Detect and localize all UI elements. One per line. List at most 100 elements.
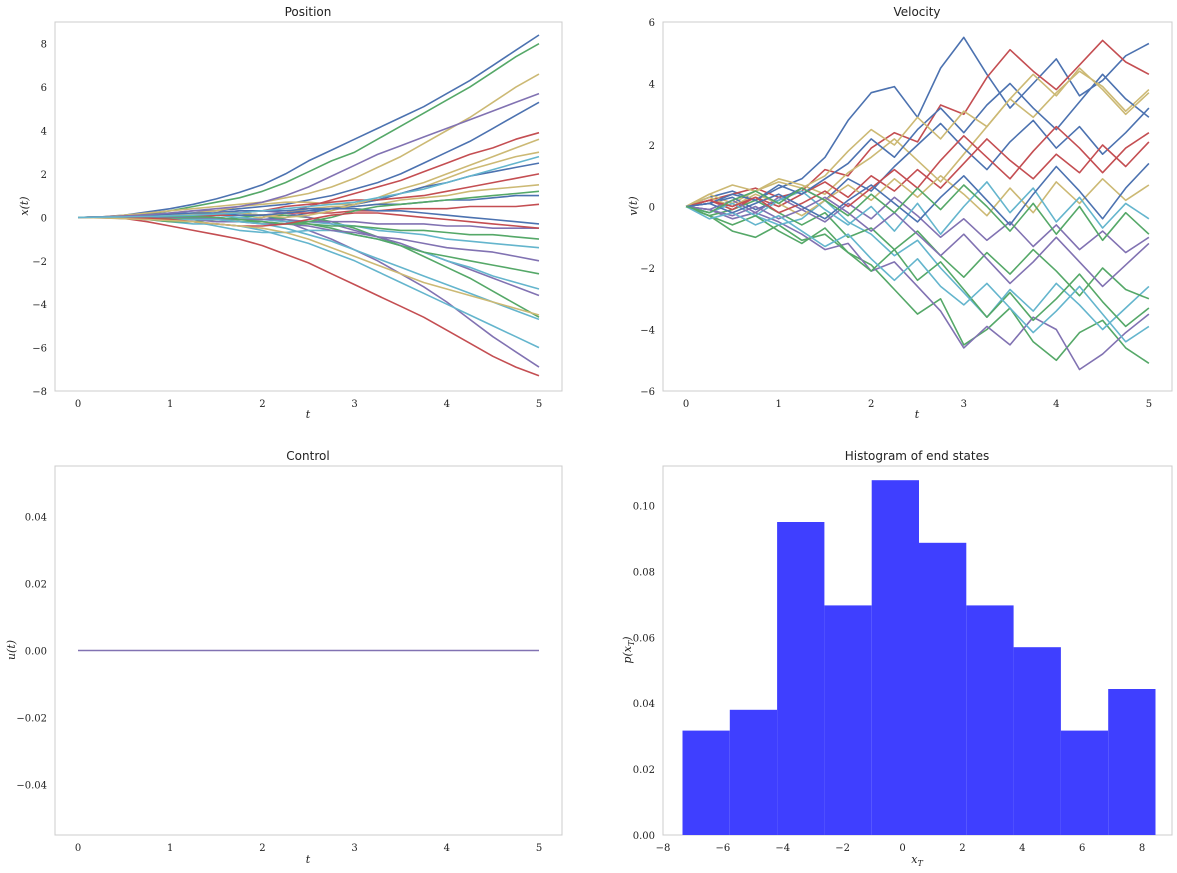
velocity-series-group	[685, 36, 1150, 371]
x-tick-label: 6	[1079, 843, 1085, 854]
x-tick-label: 4	[444, 843, 450, 854]
position-x-label: t	[306, 408, 311, 421]
x-tick-label: 0	[899, 843, 905, 854]
histogram-x-label: xT	[911, 853, 923, 868]
series-line-7	[685, 199, 1150, 300]
x-tick-label: 4	[444, 399, 450, 410]
series-line-26	[77, 212, 540, 229]
x-tick-label: −2	[835, 843, 850, 854]
x-tick-label: 2	[259, 843, 265, 854]
series-line-6	[685, 107, 1150, 211]
histogram-bar-2	[777, 522, 825, 835]
series-line-2	[685, 39, 1150, 208]
panel-position: Position 0 1 2 3 4 5 −8 −6 −4 −2 0 2 4 6 8 t x(t)	[18, 5, 563, 421]
histogram-bar-6	[966, 605, 1014, 835]
velocity-y-label: v(t)	[627, 196, 640, 215]
y-tick-label: 0.08	[633, 567, 655, 578]
x-tick-label: 5	[536, 843, 542, 854]
histogram-bar-1	[729, 709, 778, 835]
series-line-18	[685, 162, 1150, 226]
x-tick-label: 3	[351, 843, 357, 854]
velocity-y-ticks: −6 −4 −2 0 2 4 6	[640, 18, 655, 398]
y-tick-label: −2	[32, 257, 47, 268]
series-line-0	[77, 34, 540, 219]
x-tick-label: −8	[656, 843, 671, 854]
y-tick-label: 0.10	[633, 502, 655, 513]
x-tick-label: 5	[536, 399, 542, 410]
series-line-2	[78, 216, 540, 377]
position-y-label: x(t)	[18, 196, 31, 215]
histogram-x-ticks: −8 −6 −4 −2 0 2 4 6 8	[656, 843, 1146, 854]
y-tick-label: 0.02	[633, 765, 655, 776]
y-tick-label: 0.06	[633, 633, 655, 644]
y-tick-label: 6	[649, 18, 655, 29]
series-line-28	[77, 216, 540, 316]
position-x-ticks: 0 1 2 3 4 5	[75, 399, 542, 410]
y-tick-label: 0	[41, 213, 47, 224]
control-title: Control	[286, 449, 329, 463]
y-tick-label: −4	[32, 300, 47, 311]
panel-histogram: Histogram of end states −8 −6 −4 −2 0 2 4 6 8 0.…	[621, 449, 1173, 868]
series-line-3	[685, 205, 1150, 371]
x-tick-label: 3	[961, 399, 967, 410]
position-title: Position	[285, 5, 332, 19]
y-tick-label: 8	[41, 40, 47, 51]
y-tick-label: 0.04	[633, 699, 655, 710]
y-tick-label: 0.00	[633, 831, 655, 842]
series-line-13	[685, 205, 1150, 328]
panel-velocity: Velocity 0 1 2 3 4 5 −6 −4 −2 0 2 4 6 t v(t)	[627, 5, 1173, 421]
histogram-bar-0	[682, 730, 730, 835]
series-line-29	[77, 155, 540, 219]
y-tick-label: 0.04	[25, 512, 47, 523]
series-line-15	[685, 196, 1150, 288]
control-x-label: t	[306, 853, 311, 866]
x-tick-label: 0	[75, 843, 81, 854]
y-tick-label: −2	[640, 264, 655, 275]
histogram-bar-5	[919, 542, 967, 835]
y-tick-label: 0	[649, 203, 655, 214]
velocity-x-label: t	[915, 408, 920, 421]
series-line-9	[685, 196, 1150, 254]
y-tick-label: 2	[649, 141, 655, 152]
y-tick-label: −4	[640, 326, 655, 337]
series-line-1	[685, 205, 1150, 364]
series-line-5	[685, 199, 1150, 331]
series-line-16	[685, 67, 1150, 208]
x-tick-label: 8	[1139, 843, 1145, 854]
histogram-bar-3	[824, 605, 872, 835]
x-tick-label: −4	[775, 843, 790, 854]
histogram-bar-4	[871, 480, 919, 835]
y-tick-label: 0.02	[25, 579, 47, 590]
x-tick-label: 2	[959, 843, 965, 854]
histogram-title: Histogram of end states	[845, 449, 990, 463]
control-y-label: u(t)	[5, 640, 18, 660]
series-line-17	[685, 205, 1150, 343]
y-tick-label: 0.00	[25, 647, 47, 658]
control-y-ticks: −0.04 −0.02 0.00 0.02 0.04	[16, 512, 47, 791]
x-tick-label: 1	[167, 843, 173, 854]
y-tick-label: 4	[649, 80, 655, 91]
x-tick-label: 2	[868, 399, 874, 410]
histogram-bars-group	[682, 480, 1156, 835]
y-tick-label: 2	[41, 170, 47, 181]
x-tick-label: −6	[716, 843, 731, 854]
y-tick-label: 4	[41, 127, 47, 138]
x-tick-label: 2	[259, 399, 265, 410]
x-tick-label: 1	[167, 399, 173, 410]
x-tick-label: 4	[1019, 843, 1025, 854]
velocity-title: Velocity	[893, 5, 940, 19]
y-tick-label: −0.04	[16, 781, 47, 792]
x-tick-label: 0	[75, 399, 81, 410]
velocity-x-ticks: 0 1 2 3 4 5	[683, 399, 1152, 410]
histogram-bar-7	[1013, 647, 1061, 835]
series-line-10	[685, 175, 1150, 217]
position-y-ticks: −8 −6 −4 −2 0 2 4 6 8	[32, 40, 47, 398]
x-tick-label: 5	[1146, 399, 1152, 410]
x-tick-label: 3	[351, 399, 357, 410]
series-line-19	[685, 184, 1150, 242]
y-tick-label: −6	[32, 344, 47, 355]
histogram-bar-9	[1108, 689, 1156, 835]
x-tick-label: 0	[683, 399, 689, 410]
